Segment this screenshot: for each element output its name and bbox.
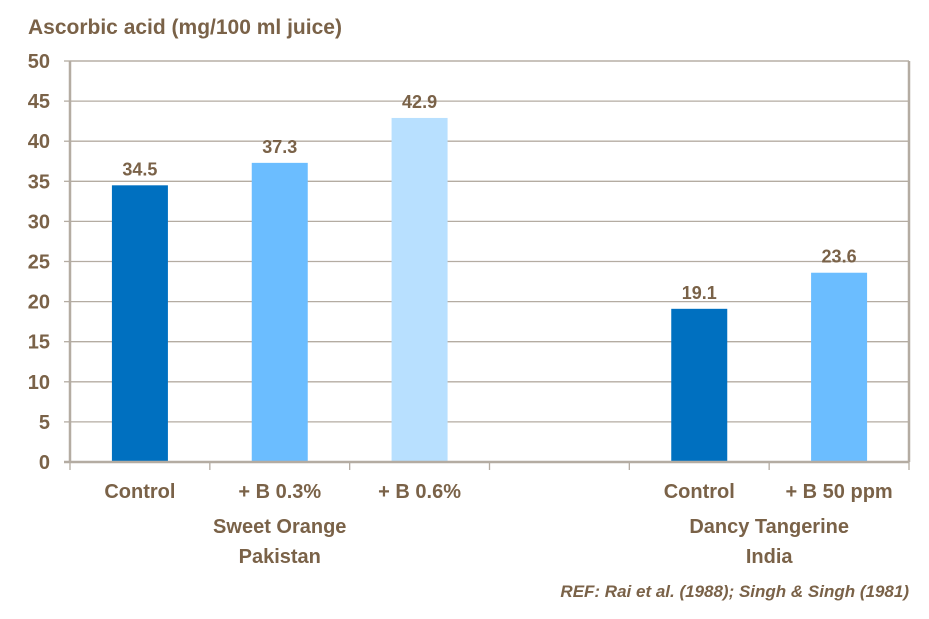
- group-label-line2: Pakistan: [239, 546, 321, 568]
- bars: [111, 117, 868, 462]
- y-tick-label: 50: [28, 51, 50, 73]
- group-label-line2: India: [746, 546, 794, 568]
- bar: [251, 162, 308, 462]
- group-label-line1: Dancy Tangerine: [689, 516, 849, 538]
- data-label: 19.1: [682, 283, 717, 303]
- x-tick-label: + B 50 ppm: [785, 481, 892, 503]
- x-tick-labels: Control + B 0.3% + B 0.6% Control + B 50 ppm: [104, 481, 892, 503]
- x-tick-label: Control: [104, 481, 175, 503]
- bar: [111, 185, 168, 462]
- y-tick-label: 40: [28, 131, 50, 153]
- gridlines: [70, 60, 909, 423]
- y-tick-labels: 0 5 10 15 20 25 30 35 40 45 50: [28, 51, 50, 474]
- data-label: 42.9: [402, 92, 437, 112]
- y-tick-label: 45: [28, 91, 50, 113]
- bar: [671, 308, 728, 462]
- data-label: 37.3: [262, 137, 297, 157]
- y-tick-label: 0: [39, 452, 50, 474]
- y-tick-label: 25: [28, 252, 50, 274]
- data-label: 23.6: [822, 247, 857, 267]
- x-tick-label: + B 0.3%: [238, 481, 321, 503]
- y-tick-label: 15: [28, 332, 50, 354]
- data-labels: 34.5 37.3 42.9 19.1 23.6: [122, 92, 856, 303]
- bar: [391, 117, 448, 462]
- y-tick-label: 35: [28, 171, 50, 193]
- group-label-line1: Sweet Orange: [213, 516, 346, 538]
- bar: [811, 272, 868, 462]
- y-tick-label: 20: [28, 292, 50, 314]
- axes: [64, 60, 911, 470]
- data-label: 34.5: [122, 159, 157, 179]
- chart-title: Ascorbic acid (mg/100 ml juice): [28, 16, 342, 39]
- x-tick-label: Control: [664, 481, 735, 503]
- y-tick-label: 5: [39, 412, 50, 434]
- y-tick-label: 30: [28, 211, 50, 233]
- x-tick-label: + B 0.6%: [378, 481, 461, 503]
- y-tick-label: 10: [28, 372, 50, 394]
- reference-note: REF: Rai et al. (1988); Singh & Singh (1…: [560, 582, 909, 601]
- group-labels: Sweet Orange Pakistan Dancy Tangerine India: [213, 516, 849, 568]
